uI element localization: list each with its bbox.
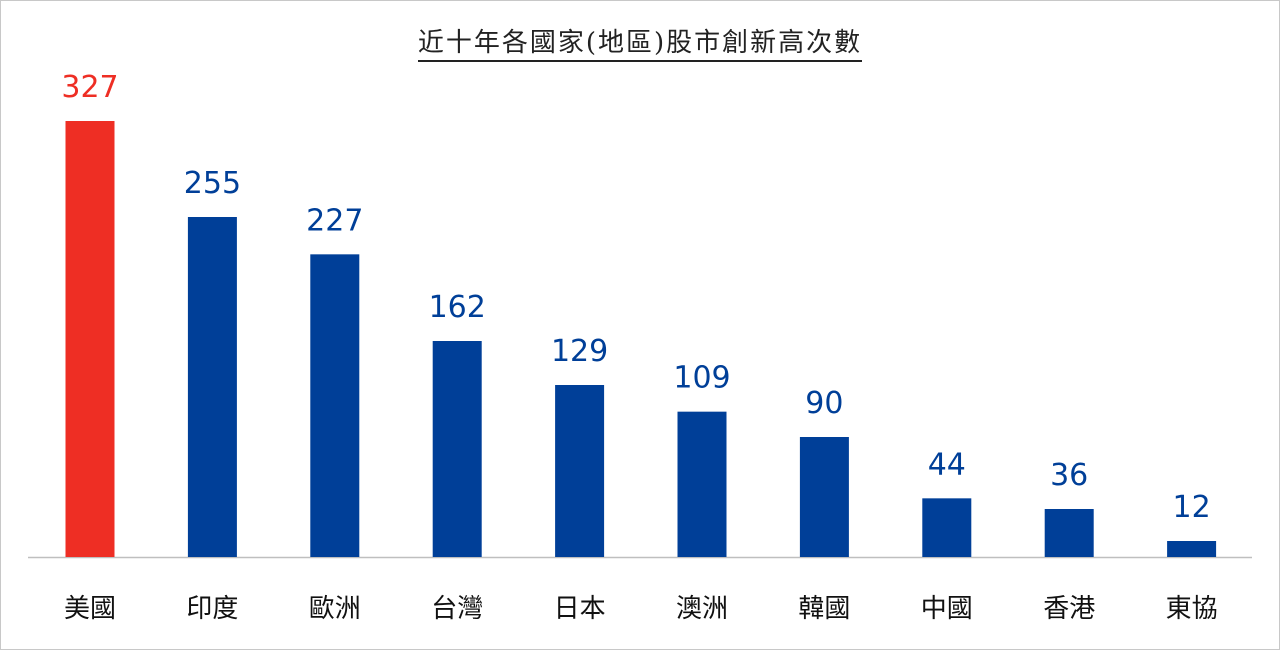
bar-3 — [432, 341, 482, 557]
data-label-0: 327 — [61, 70, 118, 105]
category-label-8: 香港 — [1043, 594, 1095, 624]
bar-5 — [677, 411, 727, 557]
bar-1 — [187, 217, 237, 557]
category-label-7: 中國 — [921, 594, 973, 624]
data-label-7: 44 — [928, 447, 966, 482]
category-label-0: 美國 — [64, 594, 116, 624]
category-label-2: 歐洲 — [309, 594, 361, 624]
bar-4 — [555, 385, 605, 557]
bar-7 — [922, 498, 972, 557]
category-label-6: 韓國 — [798, 594, 850, 624]
bar-6 — [799, 437, 849, 557]
chart-title: 近十年各國家(地區)股市創新高次數 — [0, 22, 1280, 62]
chart-title-text: 近十年各國家(地區)股市創新高次數 — [417, 28, 863, 62]
bar-0 — [65, 121, 115, 557]
data-label-8: 36 — [1050, 458, 1088, 493]
category-label-3: 台灣 — [431, 594, 483, 624]
data-label-6: 90 — [805, 386, 843, 421]
bar-2 — [310, 254, 360, 558]
data-label-3: 162 — [429, 290, 486, 325]
category-label-4: 日本 — [554, 594, 606, 624]
category-label-5: 澳洲 — [676, 594, 728, 624]
data-label-4: 129 — [551, 334, 608, 369]
data-label-1: 255 — [184, 166, 241, 201]
bar-9 — [1167, 541, 1217, 557]
category-label-1: 印度 — [186, 594, 238, 624]
data-label-9: 12 — [1173, 490, 1211, 525]
data-label-5: 109 — [673, 361, 730, 396]
data-label-2: 227 — [306, 203, 363, 238]
bar-8 — [1044, 509, 1094, 557]
category-label-9: 東協 — [1166, 594, 1218, 624]
